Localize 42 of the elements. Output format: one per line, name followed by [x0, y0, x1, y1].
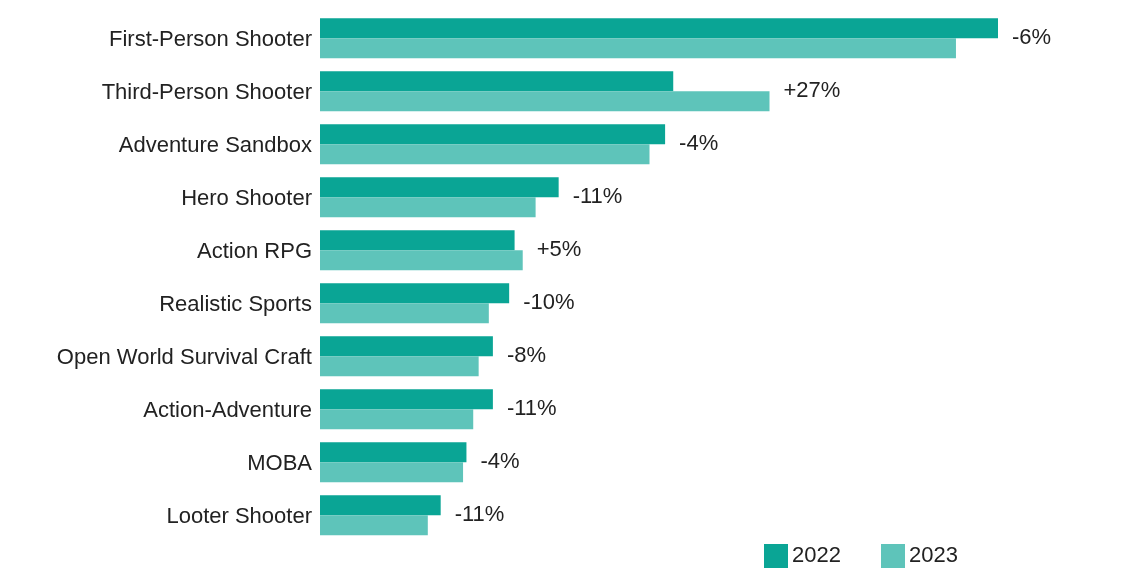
y-tick-label: Open World Survival Craft — [56, 344, 312, 370]
bar — [320, 144, 650, 165]
bar — [320, 91, 770, 112]
bar — [320, 124, 666, 145]
y-tick-label: Looter Shooter — [166, 503, 312, 529]
y-tick-label: Hero Shooter — [181, 185, 312, 211]
y-tick-label: Third-Person Shooter — [101, 79, 312, 105]
annotation: -11% — [506, 395, 557, 421]
annotation: +27% — [783, 77, 841, 103]
bar — [320, 38, 956, 59]
bar — [320, 356, 479, 377]
bar — [320, 462, 464, 483]
y-tick-label: Adventure Sandbox — [118, 132, 312, 158]
annotation: -8% — [506, 342, 547, 368]
bar — [320, 336, 493, 357]
bar — [320, 303, 489, 324]
bar — [320, 197, 536, 218]
bar — [320, 230, 515, 251]
y-tick-label: Action-Adventure — [143, 397, 312, 423]
annotation: -10% — [523, 289, 575, 315]
y-tick-label: First-Person Shooter — [109, 26, 312, 52]
y-tick-label: Realistic Sports — [159, 291, 312, 317]
bar — [320, 515, 428, 536]
bar — [320, 250, 523, 271]
legend-label: 2023 — [909, 541, 958, 567]
bar — [320, 389, 493, 410]
bar — [320, 495, 441, 516]
legend-label: 2022 — [792, 541, 842, 567]
annotation: -4% — [480, 448, 520, 474]
bar — [320, 283, 510, 304]
bar — [320, 442, 467, 463]
bar — [320, 18, 998, 39]
annotation: +5% — [536, 236, 582, 262]
text: -6% — [1012, 24, 1052, 50]
annotation: -11% — [572, 183, 623, 209]
annotation: -4% — [679, 130, 719, 156]
annotation: -11% — [454, 501, 505, 526]
bar — [320, 177, 559, 198]
bar — [320, 409, 474, 430]
y-tick-label: Action RPG — [197, 238, 312, 264]
y-tick-label: MOBA — [247, 450, 313, 476]
bar — [320, 71, 674, 92]
